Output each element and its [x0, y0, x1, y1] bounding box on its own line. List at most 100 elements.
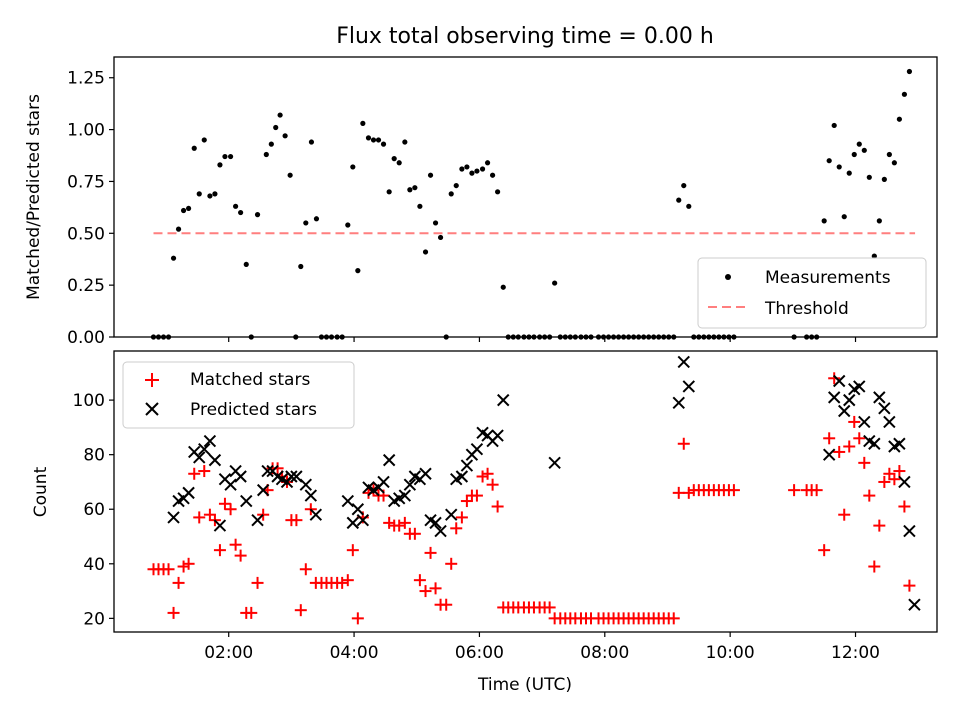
matched-point [873, 519, 886, 532]
bottom-panel: 20 40 60 80 100 02:00 04:00 06:00 08:00 10:00 12:… [31, 350, 938, 695]
predicted-point [193, 451, 206, 464]
predicted-point [898, 475, 911, 489]
predicted-point [838, 404, 851, 418]
matched-point [351, 612, 364, 625]
measurement-point [365, 135, 372, 141]
predicted-point [470, 443, 484, 456]
matched-point [888, 473, 901, 486]
bottom-ytick-label: 80 [83, 446, 105, 466]
measurement-point [402, 139, 408, 145]
measurement-point [448, 191, 454, 197]
predicted-point [455, 470, 469, 483]
matched-point [271, 462, 284, 475]
matched-point [823, 432, 836, 445]
predicted-point [868, 437, 881, 450]
matched-point [429, 582, 442, 595]
measurement-point [866, 174, 872, 180]
predicted-point [346, 516, 360, 530]
predicted-point [234, 470, 247, 483]
predicted-point [309, 508, 323, 521]
measurement-point [287, 172, 293, 178]
legend-matched-marker [145, 373, 159, 387]
predicted-point [182, 486, 195, 500]
matched-point [682, 486, 695, 499]
legend-threshold-label: Threshold [764, 299, 849, 319]
matched-point [853, 432, 866, 445]
matched-point [838, 508, 851, 521]
matched-point [229, 538, 242, 551]
predicted-point [377, 475, 390, 489]
bottom-ytick-label: 40 [83, 555, 105, 575]
measurement-point [238, 209, 244, 216]
matched-point [234, 549, 247, 562]
matched-point [193, 511, 206, 524]
measurement-point [298, 263, 304, 270]
legend-predicted-marker [145, 402, 159, 416]
matched-point [903, 579, 916, 592]
measurement-point [185, 205, 192, 212]
top-ytick-label: 0.00 [67, 328, 105, 348]
predicted-point [548, 456, 561, 470]
matched-point [470, 489, 483, 502]
matched-point [543, 601, 556, 614]
matched-point [481, 467, 494, 480]
matched-point [898, 500, 911, 513]
matched-point [788, 484, 801, 497]
top-legend-box [697, 257, 927, 329]
predicted-point [677, 355, 690, 369]
matched-point [486, 478, 499, 491]
matched-point [224, 503, 237, 516]
predicted-point [341, 494, 355, 508]
predicted-point [198, 443, 211, 456]
top-ytick-label: 0.75 [67, 172, 105, 192]
top-legend: Measurements Threshold [697, 257, 927, 329]
bottom-ytick-label: 20 [83, 609, 105, 629]
measurement-point [846, 170, 852, 176]
matched-point [833, 445, 846, 458]
predicted-point [167, 511, 180, 524]
bottom-xtick-label: 06:00 [455, 643, 504, 663]
bottom-axes-frame [113, 350, 938, 633]
predicted-point [256, 483, 270, 497]
matched-point [424, 546, 437, 559]
measurement-point [407, 187, 413, 193]
predicted-point [843, 393, 856, 407]
matched-point [667, 612, 680, 625]
predicted-point [873, 391, 886, 404]
measurement-point [469, 170, 475, 176]
predicted-point [434, 524, 447, 538]
measurement-point [170, 255, 177, 261]
measurement-point [273, 124, 279, 131]
legend-predicted-label: Predicted stars [190, 400, 317, 420]
matched-point [251, 576, 264, 589]
matched-point [294, 604, 307, 617]
measurement-point [484, 160, 491, 166]
measurement-point [826, 158, 832, 164]
predicted-point [460, 459, 474, 472]
matched-point [413, 574, 426, 587]
predicted-point [903, 524, 916, 538]
predicted-point [382, 453, 396, 467]
measurement-point [896, 116, 902, 122]
legend-matched-label: Matched stars [190, 370, 310, 390]
measurement-point [375, 137, 382, 143]
measurement-point [489, 172, 496, 178]
top-ytick-label: 1.25 [67, 69, 105, 89]
top-ytick-label: 0.25 [67, 276, 105, 296]
matched-point [848, 415, 861, 428]
matched-point [460, 495, 473, 508]
predicted-point [672, 396, 685, 410]
measurement-point [851, 151, 857, 158]
bottom-ytick-label: 100 [73, 391, 105, 411]
predicted-point [351, 503, 365, 516]
matched-point [893, 465, 906, 478]
matched-point [878, 475, 891, 488]
predicted-point [497, 393, 510, 407]
bottom-x-axis-label: Time (UTC) [477, 675, 572, 695]
predicted-point [251, 513, 264, 527]
matched-point [419, 585, 432, 598]
matched-point [450, 522, 463, 535]
measurement-point [891, 160, 897, 166]
measurement-point [196, 191, 202, 197]
matched-point [290, 514, 303, 527]
